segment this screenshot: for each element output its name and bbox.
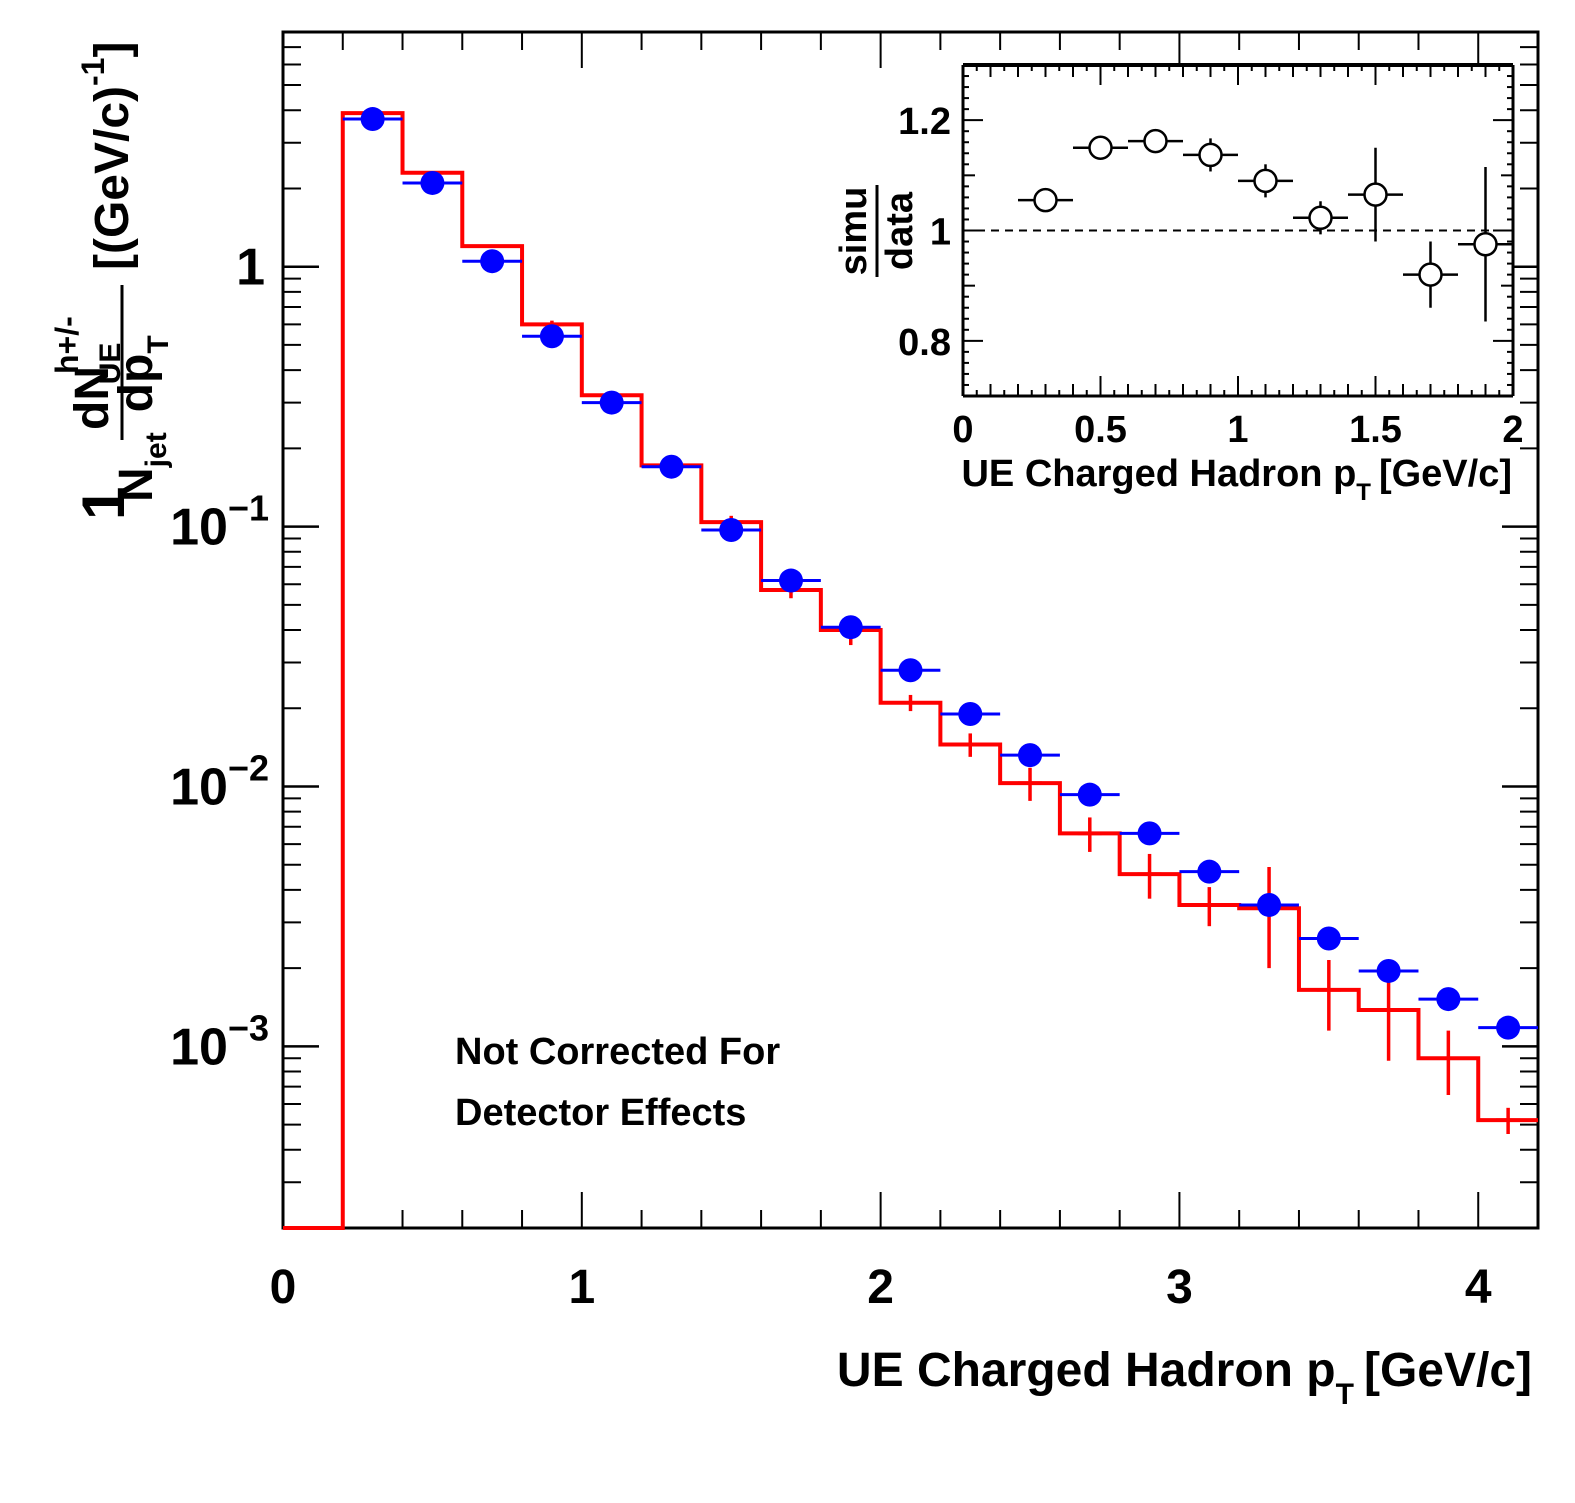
inset-ratio-point bbox=[1363, 182, 1388, 207]
y-tick-label: 10−2 bbox=[170, 747, 269, 816]
inset-ratio-point bbox=[1473, 232, 1498, 257]
data-point bbox=[480, 249, 505, 274]
inset-x-axis-label: UE Charged Hadron pT [GeV/c] bbox=[961, 453, 1512, 506]
inset-ratio-point bbox=[1088, 135, 1113, 160]
data-point bbox=[1197, 859, 1222, 884]
inset-ratio-point bbox=[1418, 262, 1443, 287]
data-point bbox=[360, 107, 385, 132]
inset-y-tick-label: 1.2 bbox=[898, 101, 951, 143]
ylabel-unit: [(GeV/c)-1] bbox=[75, 42, 139, 270]
data-point bbox=[778, 568, 803, 593]
inset-y-tick-label: 0.8 bbox=[898, 322, 951, 364]
inset-ylabel-denominator: data bbox=[879, 191, 921, 270]
inset-ratio-point bbox=[1143, 128, 1168, 154]
inset-x-ticks bbox=[962, 65, 1514, 396]
inset-ratio-point bbox=[1033, 187, 1058, 213]
data-point bbox=[898, 658, 923, 683]
main-x-ticks bbox=[282, 32, 1539, 1228]
y-tick-label: 10−3 bbox=[170, 1007, 269, 1076]
inset-ratio-points bbox=[1018, 128, 1513, 322]
data-point bbox=[1137, 821, 1162, 846]
inset-x-tick-label: 1.5 bbox=[1349, 409, 1402, 451]
data-point bbox=[1077, 782, 1102, 807]
inset-ratio-point bbox=[1253, 168, 1278, 194]
data-point bbox=[659, 454, 684, 479]
data-point bbox=[1436, 987, 1461, 1012]
data-point bbox=[420, 170, 445, 195]
data-point bbox=[1316, 926, 1341, 951]
ylabel-numerator-one: 1 bbox=[70, 487, 137, 520]
data-point bbox=[1257, 892, 1282, 917]
data-point bbox=[599, 390, 624, 415]
annotation-line-1: Not Corrected For bbox=[455, 1031, 780, 1073]
inset-ratio-point bbox=[1308, 205, 1333, 231]
main-x-axis-label: UE Charged Hadron pT [GeV/c] bbox=[837, 1344, 1532, 1411]
main-y-minor-ticks bbox=[283, 31, 1538, 1229]
inset-ylabel-numerator: simu bbox=[833, 187, 875, 276]
data-point bbox=[1496, 1015, 1521, 1040]
inset-y-tick-labels: 0.8 1 1.2 bbox=[898, 101, 951, 364]
y-tick-label: 1 bbox=[236, 239, 265, 297]
x-tick-label: 3 bbox=[1166, 1261, 1193, 1314]
inset-y-axis-label: simu data bbox=[833, 185, 921, 277]
data-marker-series bbox=[342, 107, 1538, 1040]
inset-x-tick-label: 2 bbox=[1502, 409, 1523, 451]
x-tick-label: 4 bbox=[1465, 1261, 1492, 1314]
main-y-axis-label: 1 dNh+/- UE NjetdpT [(GeV/c)-1] bbox=[49, 42, 175, 520]
data-point bbox=[539, 324, 564, 349]
ylabel-denominator: NjetdpT bbox=[110, 335, 175, 502]
inset-y-tick-label: 1 bbox=[930, 212, 951, 254]
main-y-tick-labels: 1 10−1 10−2 10−3 bbox=[170, 239, 269, 1077]
inset-x-tick-label: 0 bbox=[952, 409, 973, 451]
main-x-tick-labels: 0 1 2 3 4 bbox=[270, 1261, 1492, 1314]
inset-plot: 0 0.5 1 1.5 2 0.8 1 1.2 UE Charged Hadron pT [G… bbox=[833, 63, 1524, 506]
inset-x-tick-labels: 0 0.5 1 1.5 2 bbox=[952, 409, 1523, 451]
x-tick-label: 0 bbox=[270, 1261, 297, 1314]
data-point bbox=[838, 615, 863, 640]
annotation-line-2: Detector Effects bbox=[455, 1092, 746, 1134]
inset-x-tick-label: 0.5 bbox=[1074, 409, 1127, 451]
data-point bbox=[1376, 958, 1401, 983]
x-tick-label: 2 bbox=[867, 1261, 894, 1314]
x-tick-label: 1 bbox=[568, 1261, 595, 1314]
data-point bbox=[1018, 743, 1043, 768]
inset-x-tick-label: 1 bbox=[1227, 409, 1248, 451]
inset-ratio-point bbox=[1198, 142, 1223, 168]
main-plot: 0 1 2 3 4 1 10−1 10−2 10−3 UE Charged Hadron pT… bbox=[49, 30, 1540, 1411]
y-tick-label: 10−1 bbox=[170, 488, 269, 557]
data-point bbox=[958, 702, 983, 727]
data-point bbox=[719, 518, 744, 543]
